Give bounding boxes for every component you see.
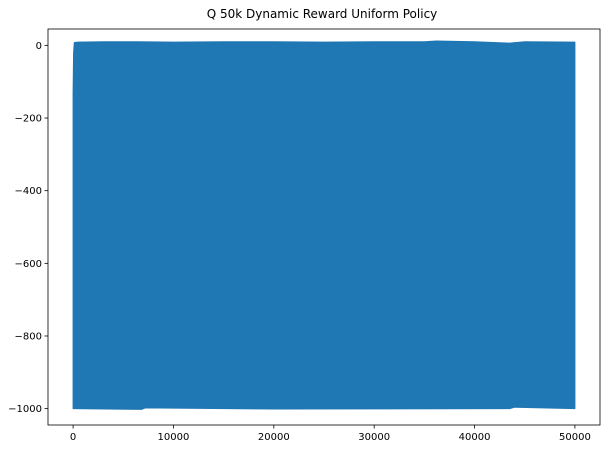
y-tick-label: 0 xyxy=(36,41,42,52)
x-tick-label: 20000 xyxy=(258,432,290,443)
chart-title: Q 50k Dynamic Reward Uniform Policy xyxy=(207,7,438,21)
x-tick-label: 40000 xyxy=(459,432,491,443)
y-tick-label: −800 xyxy=(15,331,42,342)
series-line-1 xyxy=(72,40,576,410)
axes-frame xyxy=(47,28,601,426)
y-tick-label: −400 xyxy=(15,186,42,197)
x-tick-label: 30000 xyxy=(358,432,390,443)
plot-area xyxy=(72,40,576,410)
y-tick-label: −1000 xyxy=(8,404,42,415)
x-tick-label: 50000 xyxy=(559,432,591,443)
x-tick-label: 10000 xyxy=(158,432,190,443)
y-tick-label: −200 xyxy=(15,114,42,125)
axes: 0 10000 20000 30000 40000 50000 0 −200 −400 −600 −… xyxy=(8,28,601,443)
y-tick-label: −600 xyxy=(15,259,42,270)
x-tick-label: 0 xyxy=(70,432,76,443)
